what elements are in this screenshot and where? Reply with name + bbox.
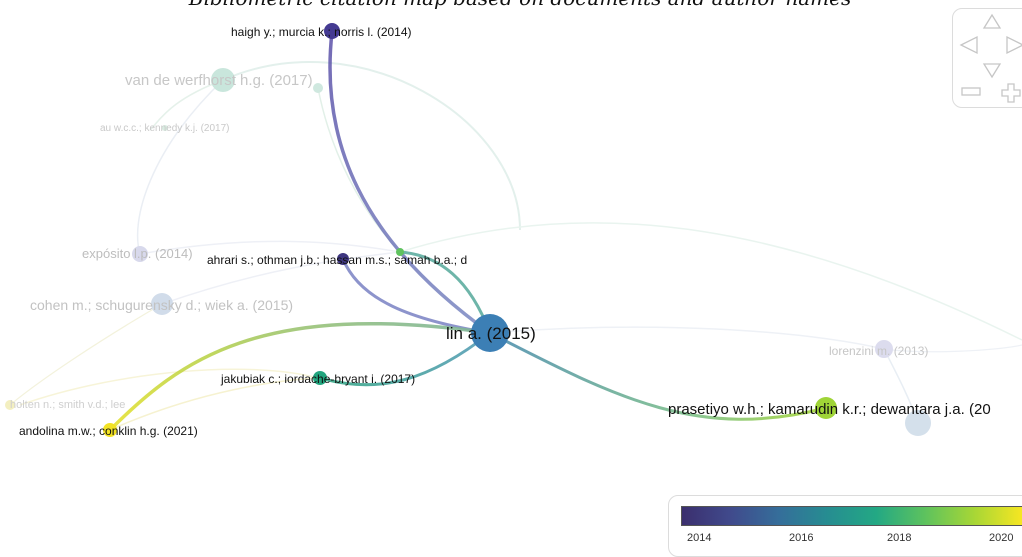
nodes — [5, 23, 931, 437]
arrow-up-icon[interactable] — [982, 13, 1002, 29]
zoom-out-icon[interactable] — [961, 87, 981, 96]
node-faded-right[interactable] — [905, 410, 931, 436]
node-label-ahrari[interactable]: ahrari s.; othman j.b.; hassan m.s.; sam… — [207, 253, 468, 267]
node-label-holten[interactable]: holten n.; smith v.d.; lee — [10, 399, 126, 411]
legend-tick: 2014 — [687, 532, 712, 544]
node-au[interactable] — [162, 125, 168, 131]
zoom-in-icon[interactable] — [1001, 83, 1021, 103]
node-jakubiak[interactable] — [313, 371, 327, 385]
node-cohen[interactable] — [151, 293, 173, 315]
node-label-andolina[interactable]: andolina m.w.; conklin h.g. (2021) — [19, 424, 198, 438]
legend-tick: 2018 — [887, 532, 912, 544]
node-label-exposito[interactable]: expósito l.p. (2014) — [82, 246, 193, 261]
node-holten[interactable] — [5, 400, 15, 410]
node-label-prasetiyo[interactable]: prasetiyo w.h.; kamarudin k.r.; dewantar… — [668, 401, 991, 418]
legend-tick: 2020 — [989, 532, 1014, 544]
arrow-down-icon[interactable] — [982, 63, 1002, 79]
node-lorenzini[interactable] — [875, 340, 893, 358]
node-ahrari[interactable] — [337, 253, 349, 265]
color-scale-bar — [681, 506, 1022, 526]
node-andolina[interactable] — [103, 423, 117, 437]
year-color-legend: 2014 2016 2018 2020 — [668, 495, 1022, 557]
page-title: Bibliometric citation map based on docum… — [120, 0, 920, 10]
node-haigh[interactable] — [324, 23, 340, 39]
node-label-au[interactable]: au w.c.c.; kennedy k.j. (2017) — [100, 123, 230, 134]
faint-links — [9, 61, 1022, 431]
node-label-lorenzini[interactable]: lorenzini m. (2013) — [829, 344, 929, 358]
node-lin[interactable] — [471, 314, 509, 352]
node-samah[interactable] — [396, 248, 404, 256]
map-navigator — [952, 8, 1022, 108]
node-label-lin[interactable]: lin a. (2015) — [446, 324, 536, 343]
node-prasetiyo[interactable] — [815, 397, 837, 419]
node-label-haigh[interactable]: haigh y.; murcia k.; norris l. (2014) — [231, 25, 412, 39]
main-links — [108, 31, 827, 432]
legend-tick: 2016 — [789, 532, 814, 544]
node-label-jakubiak[interactable]: jakubiak c.; iordache-bryant i. (2017) — [221, 372, 416, 386]
node-label-cohen[interactable]: cohen m.; schugurensky d.; wiek a. (2015… — [30, 297, 294, 313]
arrow-right-icon[interactable] — [1006, 35, 1022, 55]
node-exposito[interactable] — [132, 246, 148, 262]
arrow-left-icon[interactable] — [959, 35, 978, 55]
node-van-de-werfhorst[interactable] — [211, 68, 235, 92]
node-van-de-werfhorst-small[interactable] — [313, 83, 323, 93]
node-label-van-de-werfhorst[interactable]: van de werfhorst h.g. (2017) — [125, 72, 313, 89]
